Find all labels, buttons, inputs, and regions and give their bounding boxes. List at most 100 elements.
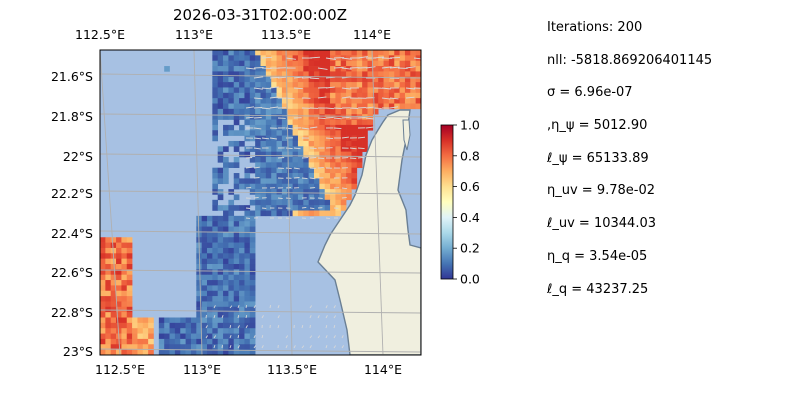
heatmap-cell bbox=[287, 98, 293, 104]
heatmap-cell bbox=[217, 290, 224, 297]
heatmap-cell bbox=[174, 328, 181, 334]
current-arrow bbox=[325, 315, 328, 319]
current-arrow bbox=[285, 345, 288, 349]
heatmap-cell bbox=[271, 162, 277, 168]
current-arrow bbox=[253, 147, 261, 150]
heatmap-cell bbox=[217, 157, 224, 163]
heatmap-cell bbox=[314, 50, 320, 56]
heatmap-cell bbox=[121, 253, 128, 259]
heatmap-cell bbox=[330, 146, 336, 152]
heatmap-cell bbox=[255, 114, 261, 120]
heatmap-cell bbox=[148, 338, 154, 345]
heatmap-cell bbox=[255, 146, 261, 152]
heatmap-cell bbox=[388, 87, 395, 94]
heatmap-cell bbox=[319, 82, 325, 88]
current-arrow bbox=[389, 97, 399, 100]
heatmap-cell bbox=[260, 124, 267, 131]
heatmap-cell bbox=[319, 87, 325, 94]
heatmap-cell bbox=[249, 312, 256, 318]
current-arrow bbox=[357, 106, 367, 109]
heatmap-cell bbox=[116, 247, 122, 254]
heatmap-cell bbox=[233, 87, 240, 94]
current-arrow bbox=[269, 305, 272, 309]
heatmap-cell bbox=[148, 344, 154, 350]
heatmap-cell bbox=[287, 130, 293, 136]
heatmap-cell bbox=[287, 210, 293, 217]
heatmap-cell bbox=[100, 349, 106, 355]
heatmap-cell bbox=[383, 71, 390, 78]
heatmap-cell bbox=[201, 269, 208, 275]
heatmap-cell bbox=[335, 98, 342, 104]
heatmap-cell bbox=[303, 183, 309, 190]
heatmap-cell bbox=[121, 285, 128, 292]
heatmap-cell bbox=[356, 98, 363, 104]
heatmap-cell bbox=[281, 92, 288, 99]
heatmap-cell bbox=[244, 333, 251, 340]
x-ticks-top: 112.5°E 113°E 113.5°E 114°E bbox=[75, 27, 391, 42]
current-arrow bbox=[237, 305, 240, 309]
heatmap-cell bbox=[276, 151, 283, 158]
heatmap-cell bbox=[276, 157, 283, 163]
heatmap-cell bbox=[399, 87, 406, 94]
heatmap-cell bbox=[233, 50, 240, 56]
heatmap-cell bbox=[340, 146, 347, 152]
heatmap-cell bbox=[404, 55, 411, 61]
heatmap-cell bbox=[303, 87, 309, 94]
heatmap-cell bbox=[207, 354, 213, 355]
current-arrow bbox=[261, 207, 267, 209]
heatmap-cell bbox=[351, 92, 358, 99]
current-arrow bbox=[237, 334, 240, 339]
heatmap-cell bbox=[126, 322, 133, 329]
heatmap-cell bbox=[217, 269, 224, 275]
heatmap-cell bbox=[287, 173, 293, 179]
heatmap-cell bbox=[217, 221, 224, 227]
gridline-parallel bbox=[100, 348, 421, 353]
heatmap-cell bbox=[271, 114, 277, 120]
heatmap-cell bbox=[217, 354, 224, 355]
current-arrow bbox=[389, 66, 400, 69]
heatmap-cell bbox=[362, 87, 368, 94]
heatmap-cell bbox=[233, 333, 240, 340]
heatmap-cell bbox=[244, 146, 251, 152]
heatmap-cell bbox=[314, 82, 320, 88]
colorbar: 0.00.20.40.60.81.0 bbox=[440, 118, 480, 287]
heatmap-cell bbox=[260, 173, 267, 179]
heatmap-cell bbox=[207, 290, 213, 297]
heatmap-cell bbox=[297, 87, 304, 94]
heatmap-cell bbox=[367, 119, 374, 126]
heatmap-cell bbox=[212, 167, 218, 174]
heatmap-cell bbox=[223, 221, 229, 227]
heatmap-cell bbox=[223, 167, 229, 174]
heatmap-cell bbox=[158, 317, 165, 324]
heatmap-cell bbox=[249, 130, 256, 136]
heatmap-cell bbox=[351, 119, 358, 126]
heatmap-cell bbox=[233, 140, 240, 147]
heatmap-cell bbox=[319, 183, 325, 190]
heatmap-cell bbox=[126, 269, 133, 275]
heatmap-cell bbox=[260, 71, 267, 78]
heatmap-cell bbox=[255, 60, 261, 67]
heatmap-cell bbox=[201, 264, 208, 270]
heatmap-cell bbox=[121, 237, 128, 243]
heatmap-cell bbox=[249, 242, 256, 249]
heatmap-cell bbox=[356, 82, 363, 88]
heatmap-cell bbox=[228, 354, 235, 355]
current-arrow bbox=[357, 156, 365, 159]
heatmap-cell bbox=[388, 82, 395, 88]
heatmap-cell bbox=[276, 92, 283, 99]
heatmap-cell bbox=[265, 173, 272, 179]
heatmap-cell bbox=[276, 130, 283, 136]
heatmap-cell bbox=[185, 338, 192, 345]
heatmap-cell bbox=[297, 130, 304, 136]
heatmap-cell bbox=[228, 349, 235, 355]
heatmap-cell bbox=[276, 194, 283, 201]
heatmap-cell bbox=[255, 140, 261, 147]
heatmap-cell bbox=[126, 317, 133, 324]
heatmap-cell bbox=[255, 199, 261, 206]
gridline-parallel bbox=[100, 153, 421, 158]
current-arrow bbox=[309, 315, 312, 319]
current-arrow bbox=[253, 177, 260, 179]
heatmap-cell bbox=[217, 108, 224, 115]
current-arrow bbox=[325, 116, 334, 119]
y-tick-label: 23°S bbox=[63, 344, 93, 359]
